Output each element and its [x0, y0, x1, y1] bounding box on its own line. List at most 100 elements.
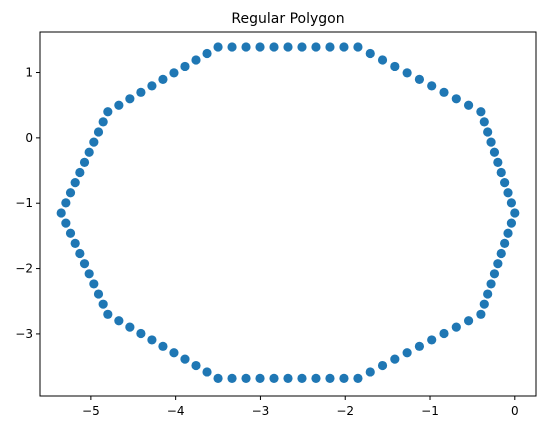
data-point: [84, 269, 94, 279]
data-point: [390, 61, 400, 72]
data-point: [98, 299, 108, 309]
data-point: [325, 373, 335, 383]
data-point: [75, 167, 85, 178]
data-point: [191, 55, 201, 65]
data-point: [136, 87, 146, 97]
data-point: [213, 373, 223, 383]
x-tick-label: −2: [336, 404, 354, 418]
data-point: [451, 94, 461, 104]
data-point: [79, 157, 90, 167]
data-point: [365, 367, 375, 377]
data-point: [439, 328, 449, 339]
data-point: [489, 147, 500, 157]
data-point: [493, 259, 503, 269]
data-point: [283, 42, 293, 52]
data-point: [158, 74, 168, 84]
data-point: [269, 373, 279, 383]
data-point: [169, 348, 179, 358]
data-point: [486, 279, 496, 289]
axes-frame: [39, 31, 537, 397]
data-point: [451, 322, 461, 332]
data-point: [496, 248, 506, 259]
data-point: [56, 208, 66, 218]
data-point: [311, 42, 321, 52]
data-point: [500, 238, 510, 249]
data-point: [503, 228, 513, 238]
data-point: [463, 100, 474, 110]
data-point: [202, 367, 212, 377]
data-point: [241, 42, 251, 52]
data-point: [506, 218, 517, 228]
x-tick-label: −1: [421, 404, 439, 418]
data-point: [503, 188, 513, 198]
y-tick-label: 1: [25, 66, 33, 80]
data-point: [414, 341, 425, 351]
data-point: [439, 87, 449, 97]
data-point: [227, 373, 237, 383]
y-axis: 1 0 −1 −2 −3: [15, 66, 40, 341]
data-point: [89, 137, 99, 147]
data-point: [486, 137, 496, 147]
data-point: [147, 335, 157, 345]
data-point: [89, 279, 99, 289]
data-point: [325, 42, 335, 52]
data-point: [476, 107, 486, 117]
data-point: [339, 373, 349, 383]
data-point: [255, 373, 265, 383]
data-point: [147, 81, 157, 91]
data-point: [103, 309, 113, 319]
chart-title: Regular Polygon: [231, 11, 344, 27]
data-point: [125, 94, 135, 104]
x-tick-label: −4: [167, 404, 185, 418]
data-point: [402, 68, 412, 78]
data-point: [70, 238, 80, 249]
data-point: [493, 157, 503, 167]
x-axis: −5 −4 −3 −2 −1 0: [82, 396, 519, 418]
data-point: [476, 309, 486, 319]
data-point: [269, 42, 279, 52]
data-point: [427, 335, 437, 345]
data-point: [79, 259, 90, 269]
data-point: [213, 42, 223, 52]
x-tick-label: −5: [82, 404, 100, 418]
data-point: [70, 178, 80, 188]
data-point: [103, 107, 113, 117]
data-point: [402, 348, 412, 358]
data-point: [114, 100, 124, 110]
data-point: [65, 228, 76, 238]
data-point: [500, 178, 510, 188]
data-point: [169, 68, 179, 78]
data-point: [61, 218, 71, 228]
data-point: [158, 341, 168, 351]
data-point: [191, 360, 201, 371]
data-point: [353, 42, 363, 52]
data-point: [311, 373, 321, 383]
x-tick-label: −3: [252, 404, 270, 418]
x-tick-label: 0: [511, 404, 519, 418]
data-point: [283, 373, 293, 383]
data-point: [339, 42, 349, 52]
data-point: [377, 55, 388, 65]
data-point: [98, 117, 108, 127]
data-point: [297, 42, 307, 52]
data-point: [114, 316, 124, 326]
data-point: [241, 373, 251, 383]
data-point: [483, 289, 493, 299]
data-point: [180, 354, 190, 364]
data-point: [84, 147, 94, 157]
data-point: [202, 48, 212, 59]
data-point: [61, 198, 71, 208]
data-point: [255, 42, 265, 52]
data-point: [489, 269, 500, 279]
data-point: [227, 42, 237, 52]
data-point: [427, 81, 437, 91]
y-tick-label: 0: [25, 131, 33, 145]
data-point: [93, 127, 104, 137]
data-point: [125, 322, 135, 332]
data-point: [496, 167, 506, 178]
data-point: [510, 208, 520, 218]
data-point: [463, 316, 474, 326]
scatter-series: [56, 42, 520, 383]
